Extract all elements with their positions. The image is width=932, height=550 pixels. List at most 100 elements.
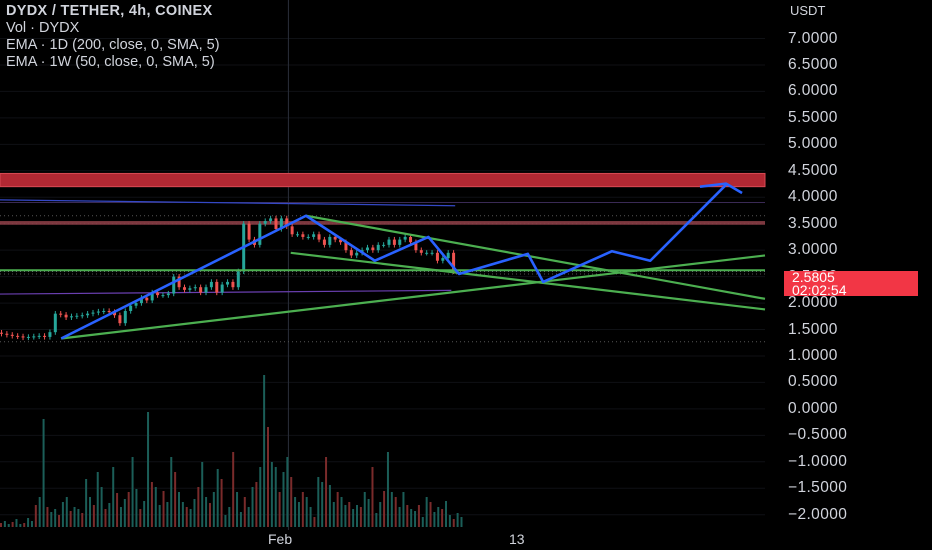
volume-bar — [135, 489, 138, 527]
candle-body — [376, 244, 380, 251]
candle-body — [371, 247, 375, 251]
volume-bar — [352, 509, 355, 527]
volume-bar — [100, 487, 103, 527]
volume-bar — [220, 479, 223, 527]
candle-body — [69, 316, 73, 318]
volume-bar — [73, 507, 76, 527]
volume-bar — [406, 505, 409, 527]
trendline — [305, 214, 766, 300]
volume-bar — [54, 509, 57, 527]
ema-1w-label[interactable]: EMA · 1W (50, close, 0, SMA, 5) — [6, 54, 215, 70]
volume-bar — [356, 505, 359, 527]
candle-body — [86, 313, 90, 316]
candle-body — [80, 315, 84, 317]
candle-body — [16, 335, 20, 337]
volume-bar — [402, 492, 405, 527]
current-price-value: 2.5805 — [792, 269, 835, 285]
volume-bar — [290, 477, 293, 527]
volume-bar — [30, 521, 33, 527]
price-tick-label: 1.5000 — [788, 320, 838, 338]
trendline — [290, 251, 766, 311]
candle-body — [139, 297, 143, 304]
volume-bar — [127, 492, 130, 527]
volume-bar — [11, 522, 14, 527]
price-tick-label: 7.0000 — [788, 29, 838, 47]
price-tick-label: 6.0000 — [788, 82, 838, 100]
candle-body — [301, 234, 305, 237]
volume-bar — [158, 505, 161, 527]
time-label: Feb — [267, 531, 293, 547]
candle-body — [419, 250, 423, 253]
time-label: 13 — [508, 531, 525, 547]
volume-bar — [286, 457, 289, 527]
volume-bar — [328, 485, 331, 527]
ema-1w-line — [0, 289, 452, 295]
candle-body — [75, 315, 79, 317]
candle-body — [10, 334, 14, 336]
volume-bar — [336, 492, 339, 527]
volume-bar — [77, 509, 80, 527]
price-tick-label: 3.5000 — [788, 214, 838, 232]
volume-bar — [394, 497, 397, 527]
candle-body — [425, 252, 429, 254]
volume-indicator-label[interactable]: Vol · DYDX — [6, 20, 80, 36]
volume-bar — [255, 482, 258, 527]
volume-bar — [386, 452, 389, 527]
bar-countdown: 02:02:54 — [792, 281, 847, 298]
projection-arrow-head — [699, 182, 727, 188]
candle-body — [134, 303, 138, 306]
resistance-zone-rect — [0, 172, 766, 188]
candle-body — [382, 244, 386, 246]
volume-bar — [297, 502, 300, 527]
volume-bar — [398, 507, 401, 527]
volume-bar — [317, 477, 320, 527]
candle-body — [145, 297, 149, 301]
price-tick-label: −1.0000 — [788, 452, 848, 470]
volume-bar — [23, 523, 26, 527]
chart-legend: DYDX / TETHER, 4h, COINEX Vol · DYDX EMA… — [6, 3, 220, 71]
resistance-zone — [0, 172, 766, 225]
candle-body — [96, 311, 100, 313]
candle-body — [91, 312, 95, 314]
price-tick-label: −1.5000 — [788, 479, 848, 497]
volume-bar — [208, 503, 211, 527]
volume-bar — [379, 502, 382, 527]
volume-bar — [174, 472, 177, 527]
candle-body — [209, 281, 213, 288]
volume-bar — [348, 502, 351, 527]
candle-body — [26, 336, 30, 338]
candle-body — [215, 281, 219, 293]
volume-bar — [282, 472, 285, 527]
volume-bar — [321, 482, 324, 527]
volume-bar — [189, 509, 192, 527]
candle-body — [59, 313, 63, 315]
trendlines — [0, 214, 766, 340]
volume-bar — [212, 492, 215, 527]
volume-bar — [38, 497, 41, 527]
volume-bar — [185, 507, 188, 527]
volume-bar — [325, 457, 328, 527]
candle-body — [441, 258, 445, 261]
volume-bar — [193, 499, 196, 527]
volume-bar — [460, 517, 463, 527]
volume-bar — [15, 519, 18, 527]
volume-bar — [363, 492, 366, 527]
volume-bar — [441, 509, 444, 527]
volume-bar — [359, 507, 362, 527]
volume-bar — [448, 515, 451, 527]
symbol-title[interactable]: DYDX / TETHER, 4h, COINEX — [6, 3, 213, 19]
volume-bar — [85, 479, 88, 527]
candle-body — [414, 242, 418, 251]
candle-body — [398, 239, 402, 245]
candle-body — [285, 218, 289, 227]
candle-body — [258, 223, 262, 245]
volume-bar — [371, 467, 374, 527]
volume-bar — [150, 482, 153, 527]
ema-1d-label[interactable]: EMA · 1D (200, close, 0, SMA, 5) — [6, 37, 220, 53]
candle-body — [306, 236, 310, 238]
candle-body — [193, 287, 197, 289]
volume-bar — [445, 501, 448, 527]
volume-bar — [162, 491, 165, 527]
candle-body — [199, 287, 203, 293]
